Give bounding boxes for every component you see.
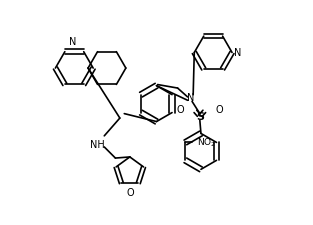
Text: NO$_2$: NO$_2$ bbox=[197, 136, 216, 149]
Text: N: N bbox=[234, 47, 241, 58]
Text: NH: NH bbox=[90, 140, 105, 150]
Text: N: N bbox=[187, 93, 195, 103]
Text: S: S bbox=[196, 112, 204, 122]
Text: O: O bbox=[215, 105, 223, 115]
Text: N: N bbox=[69, 37, 77, 47]
Text: O: O bbox=[177, 105, 184, 115]
Text: O: O bbox=[126, 188, 134, 198]
